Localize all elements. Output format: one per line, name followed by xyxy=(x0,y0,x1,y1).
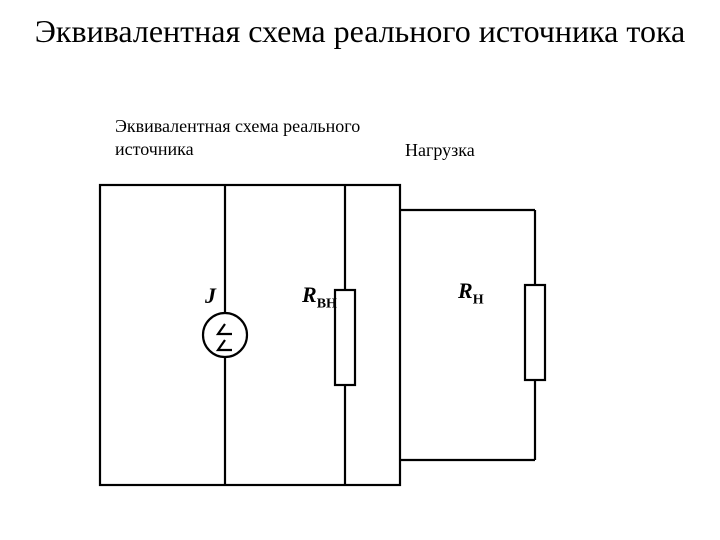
label-Rn: RН xyxy=(458,278,484,308)
load-label: Нагрузка xyxy=(405,140,475,161)
source-block-label: Эквивалентная схема реальногоисточника xyxy=(115,115,360,160)
page-title: Эквивалентная схема реального источника … xyxy=(0,0,720,50)
circuit-diagram xyxy=(95,180,635,520)
label-Rvn: RВН xyxy=(302,282,337,312)
label-J: J xyxy=(205,283,216,309)
